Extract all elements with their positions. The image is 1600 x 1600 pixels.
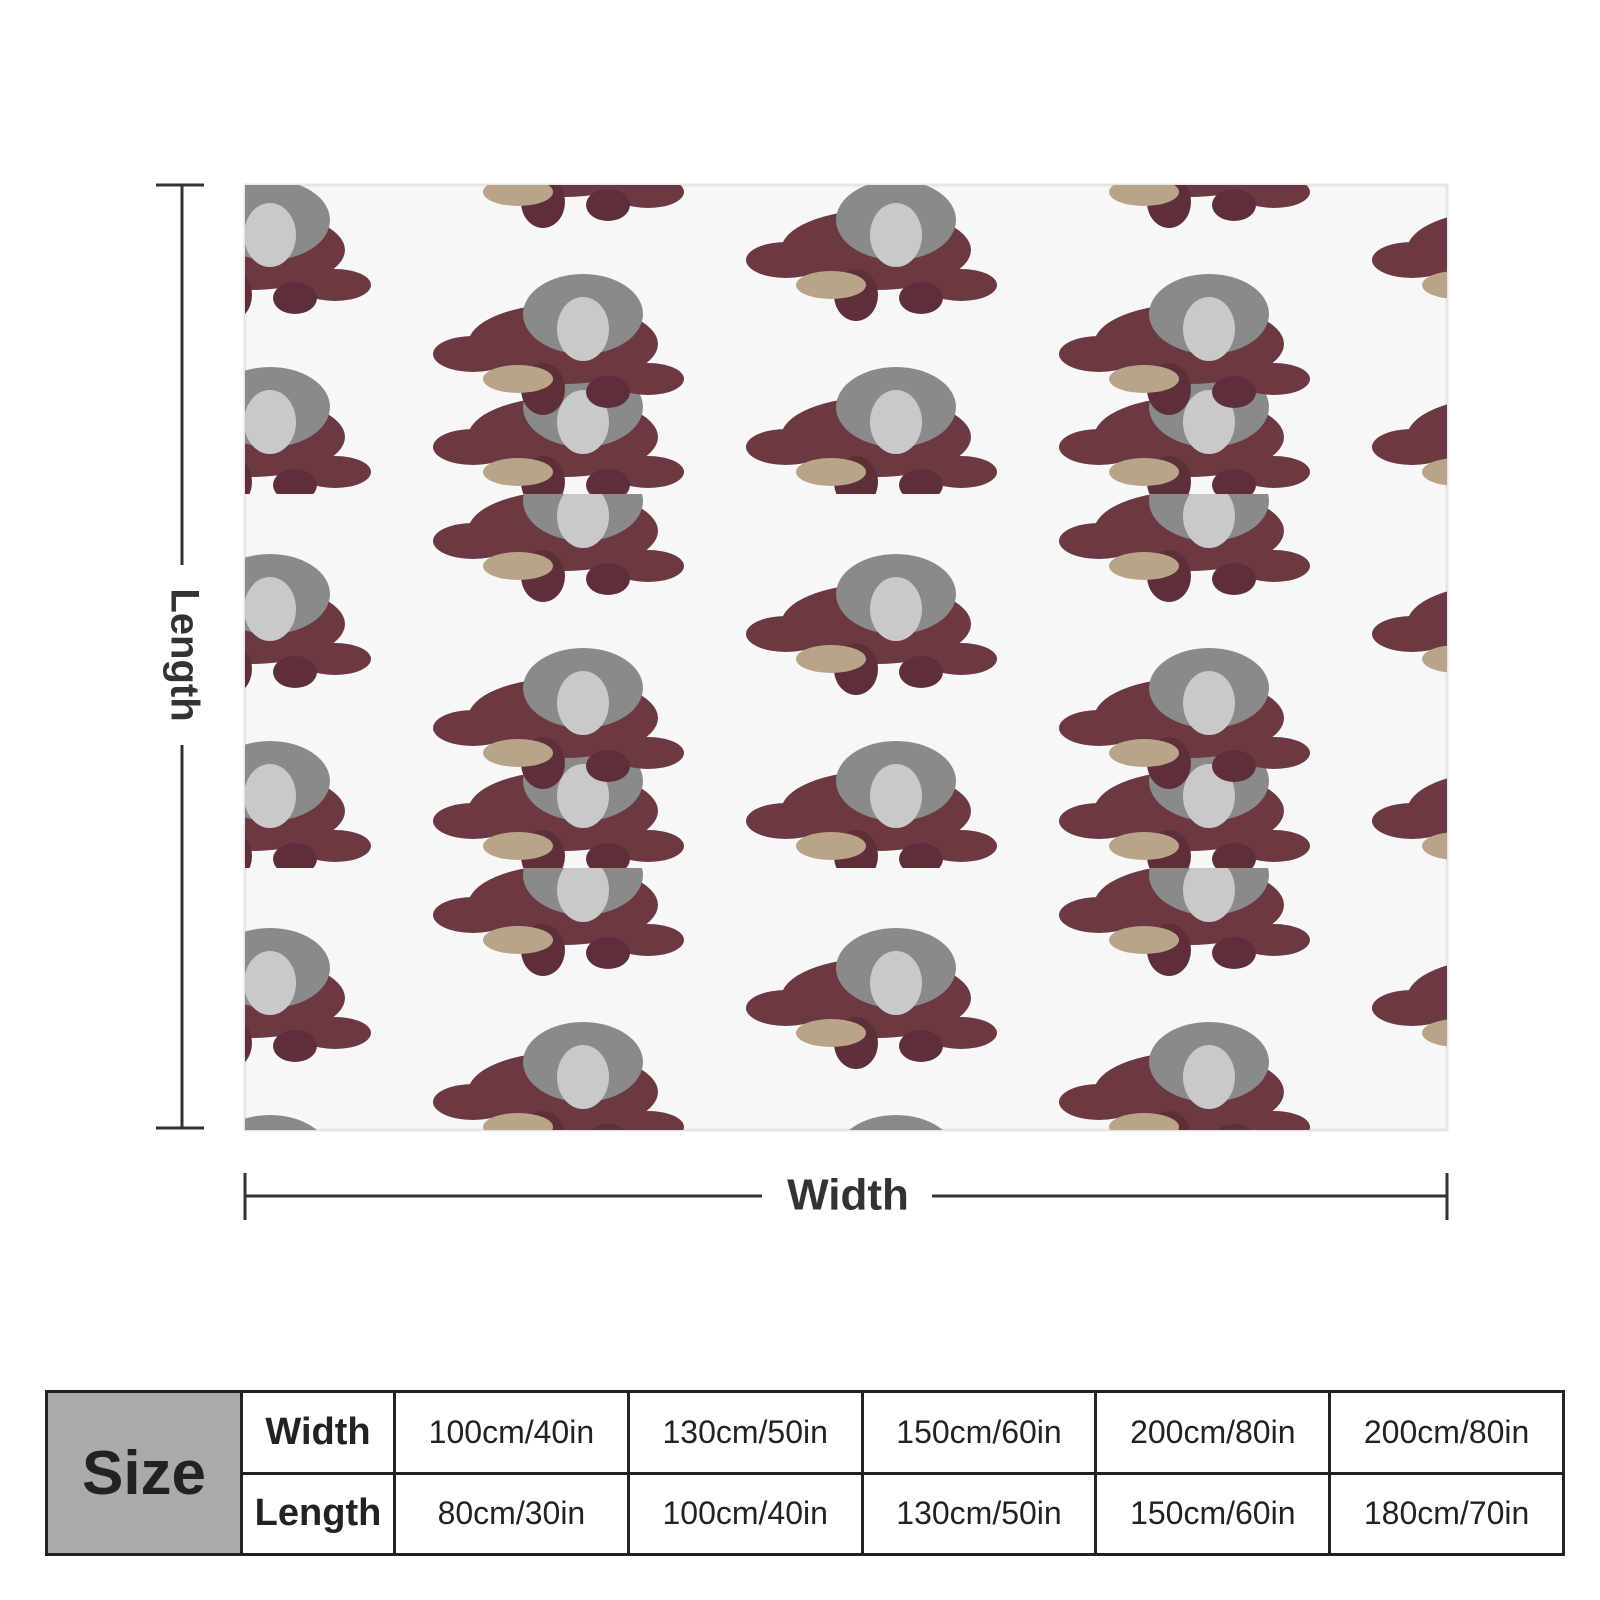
size-cell: 100cm/40in (626, 1471, 864, 1556)
size-cell: 200cm/80in (1094, 1390, 1332, 1475)
size-header: Size (45, 1390, 243, 1556)
size-cell: 150cm/60in (1094, 1471, 1332, 1556)
product-image: Length Width (156, 183, 1449, 1220)
size-table-body: Size Width 100cm/40in 130cm/50in 150cm/60in 2… (45, 1390, 1565, 1556)
width-label: Width (787, 1171, 909, 1220)
row-header: Width (240, 1390, 396, 1475)
size-cell: 130cm/50in (860, 1471, 1098, 1556)
size-row: Length 80cm/30in 100cm/40in 130cm/50in 150cm… (47, 1471, 1565, 1556)
width-dimension (243, 1173, 1449, 1220)
length-dimension (156, 183, 204, 1130)
size-row: Size Width 100cm/40in 130cm/50in 150cm/60in 2… (45, 1390, 1565, 1556)
size-cell: 80cm/30in (393, 1471, 630, 1556)
size-cell: 180cm/70in (1328, 1471, 1565, 1556)
row-header: Length (240, 1471, 396, 1556)
size-table: Size Width 100cm/40in 130cm/50in 150cm/60in 2… (45, 1390, 1565, 1556)
blanket-pattern (245, 185, 1447, 1130)
size-cell: 100cm/40in (393, 1390, 630, 1475)
size-cell: 200cm/80in (1328, 1390, 1565, 1475)
size-cell: 150cm/60in (860, 1390, 1098, 1475)
size-cell: 130cm/50in (626, 1390, 864, 1475)
length-label: Length (162, 588, 206, 721)
